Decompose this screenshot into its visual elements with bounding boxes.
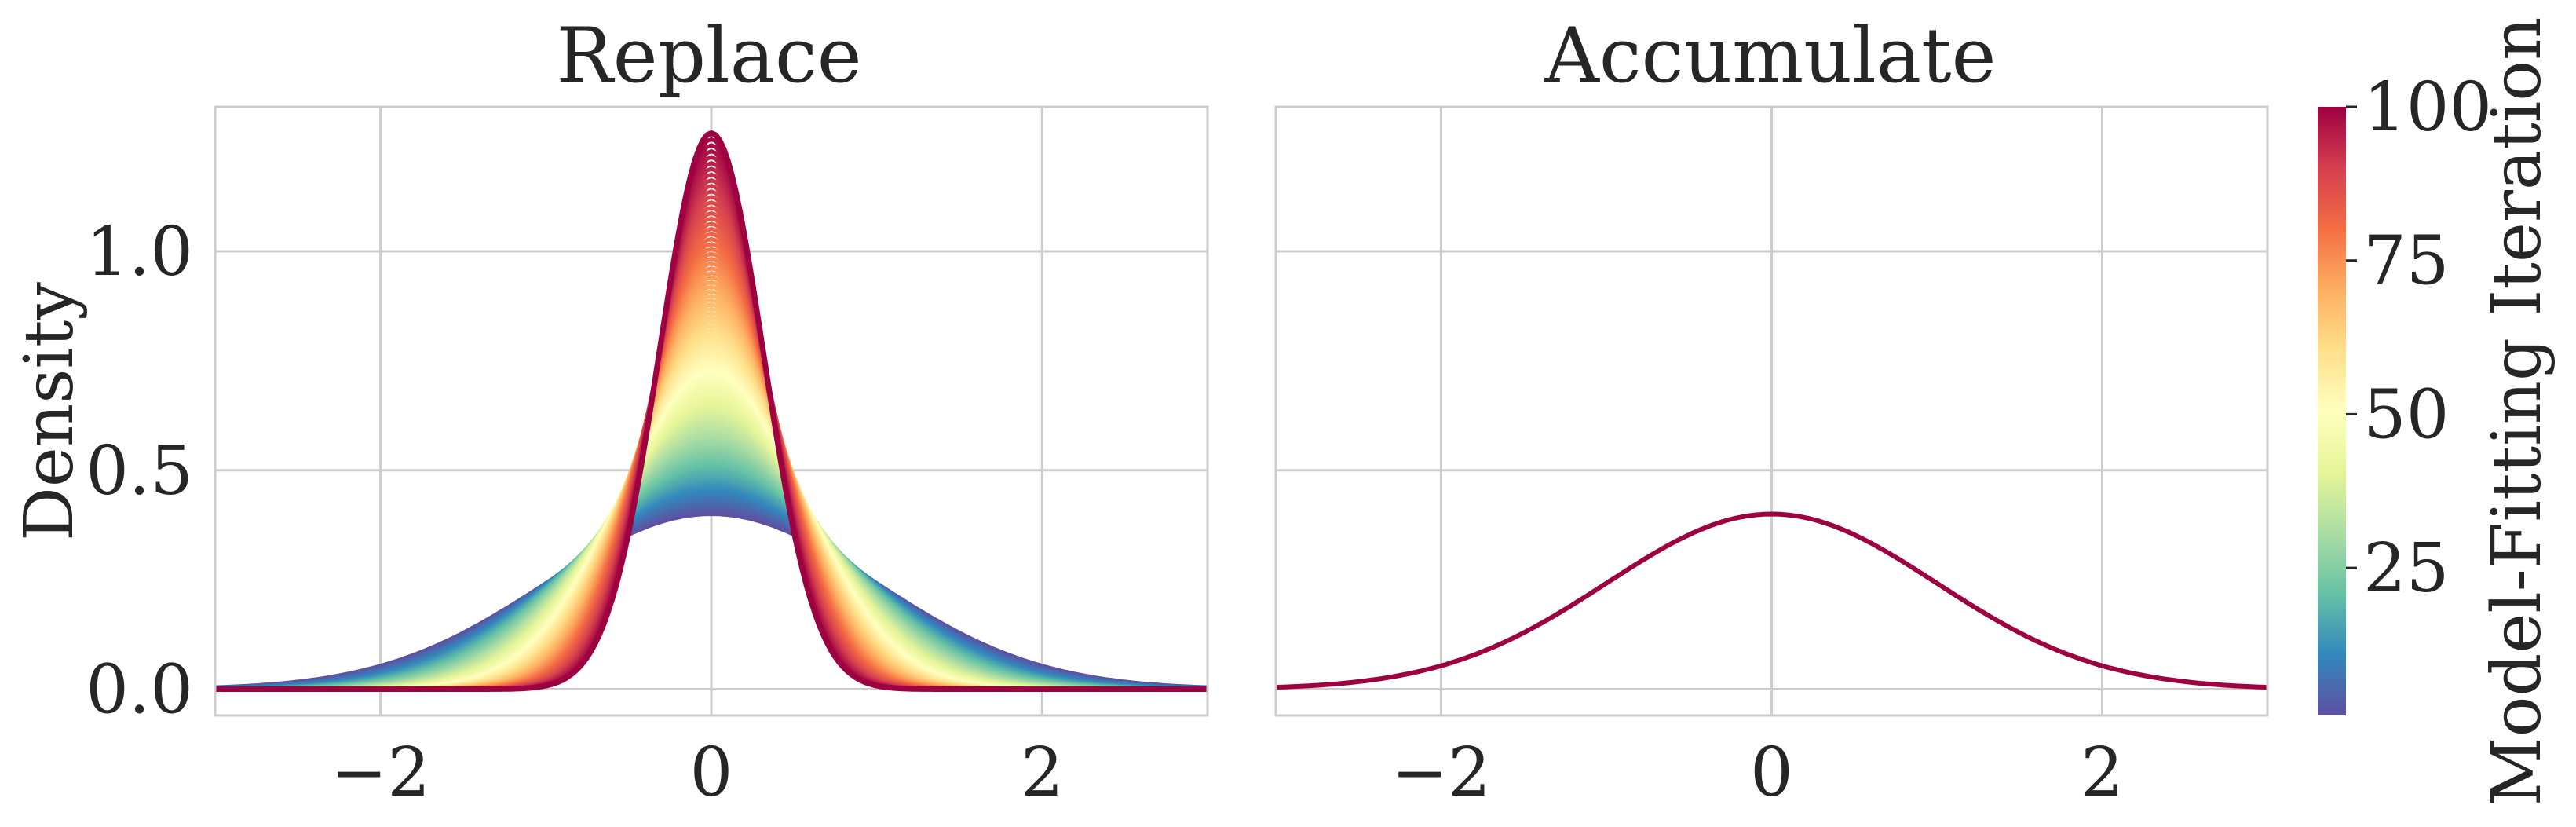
accumulate-plot-frame	[1274, 105, 2269, 717]
accumulate-x-tick-label: 0	[1750, 734, 1793, 812]
colorbar-tick-label: 50	[2363, 375, 2449, 454]
replace-series-iteration-100	[215, 130, 1208, 692]
replace-plot-frame	[214, 105, 1209, 717]
accumulate-title: Accumulate	[1544, 12, 1997, 100]
replace-x-tick-label: 2	[1021, 734, 1064, 812]
colorbar-label: Model-Fitting Iteration	[2478, 17, 2556, 807]
replace-x-tick-label: 0	[690, 734, 733, 812]
accumulate-series	[1275, 511, 2268, 690]
accumulate-grid	[1276, 107, 2267, 715]
replace-y-ticks: 0.0 0.5 1.0	[86, 213, 193, 730]
colorbar-tick-label: 75	[2363, 222, 2449, 301]
accumulate-curves	[1275, 511, 2268, 690]
replace-panel: Replace −2 0 2 0.0 0.5 1.0 Density	[10, 12, 1209, 812]
accumulate-panel: Accumulate −2 0 2	[1274, 12, 2269, 812]
replace-x-ticks: −2 0 2	[331, 734, 1063, 812]
colorbar-tick-label: 25	[2363, 529, 2449, 608]
colorbar-gradient	[2318, 107, 2346, 715]
replace-y-tick-label: 0.0	[86, 651, 193, 730]
colorbar: 25 50 75 100 Model-Fitting Iteration	[2318, 17, 2556, 807]
replace-y-tick-label: 0.5	[86, 432, 193, 510]
accumulate-x-tick-label: −2	[1391, 734, 1491, 812]
accumulate-x-ticks: −2 0 2	[1391, 734, 2124, 812]
replace-y-tick-label: 1.0	[86, 213, 193, 291]
colorbar-tick-label: 100	[2363, 68, 2492, 147]
accumulate-x-tick-label: 2	[2081, 734, 2124, 812]
colorbar-ticks: 25 50 75 100	[2346, 68, 2492, 608]
replace-curves	[214, 130, 1208, 692]
replace-x-tick-label: −2	[331, 734, 430, 812]
y-axis-label: Density	[10, 282, 89, 541]
replace-title: Replace	[556, 12, 861, 100]
